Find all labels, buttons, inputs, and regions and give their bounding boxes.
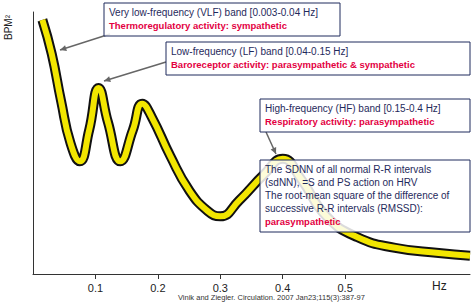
svg-text:0.1: 0.1 [88,282,103,294]
svg-text:Thermoregulatory activity: sym: Thermoregulatory activity: sympathetic [109,20,287,31]
svg-text:(sdNN), =S and PS action on HR: (sdNN), =S and PS action on HRV [265,177,418,188]
svg-text:The SDNN of all normal R-R int: The SDNN of all normal R-R intervals [265,164,431,175]
svg-text:Respiratory activity: parasymp: Respiratory activity: parasympathetic [265,116,434,127]
svg-text:Very low-frequency (VLF) band: Very low-frequency (VLF) band [0.003-0.0… [109,7,318,18]
svg-text:0.3: 0.3 [212,281,228,294]
svg-text:Hz: Hz [432,279,447,293]
svg-text:0.2: 0.2 [150,282,165,294]
svg-text:Vinik and Ziegler. Circulation: Vinik and Ziegler. Circulation. 2007 Jan… [178,293,365,302]
svg-text:successive R-R intervals (RMSS: successive R-R intervals (RMSSD): [265,203,423,214]
svg-text:Baroreceptor activity: parasym: Baroreceptor activity: parasympathetic &… [171,59,415,70]
svg-text:0.5: 0.5 [337,281,353,294]
svg-text:0.4: 0.4 [275,281,291,294]
svg-text:BPM²: BPM² [3,14,14,40]
svg-text:The root-mean square of the di: The root-mean square of the difference o… [265,190,450,201]
svg-text:High-frequency (HF) band [0.15: High-frequency (HF) band [0.15-0.4 Hz] [265,103,441,114]
svg-text:parasympathetic: parasympathetic [265,216,341,227]
svg-text:Low-frequency (LF) band [0.04-: Low-frequency (LF) band [0.04-0.15 Hz] [171,46,349,57]
